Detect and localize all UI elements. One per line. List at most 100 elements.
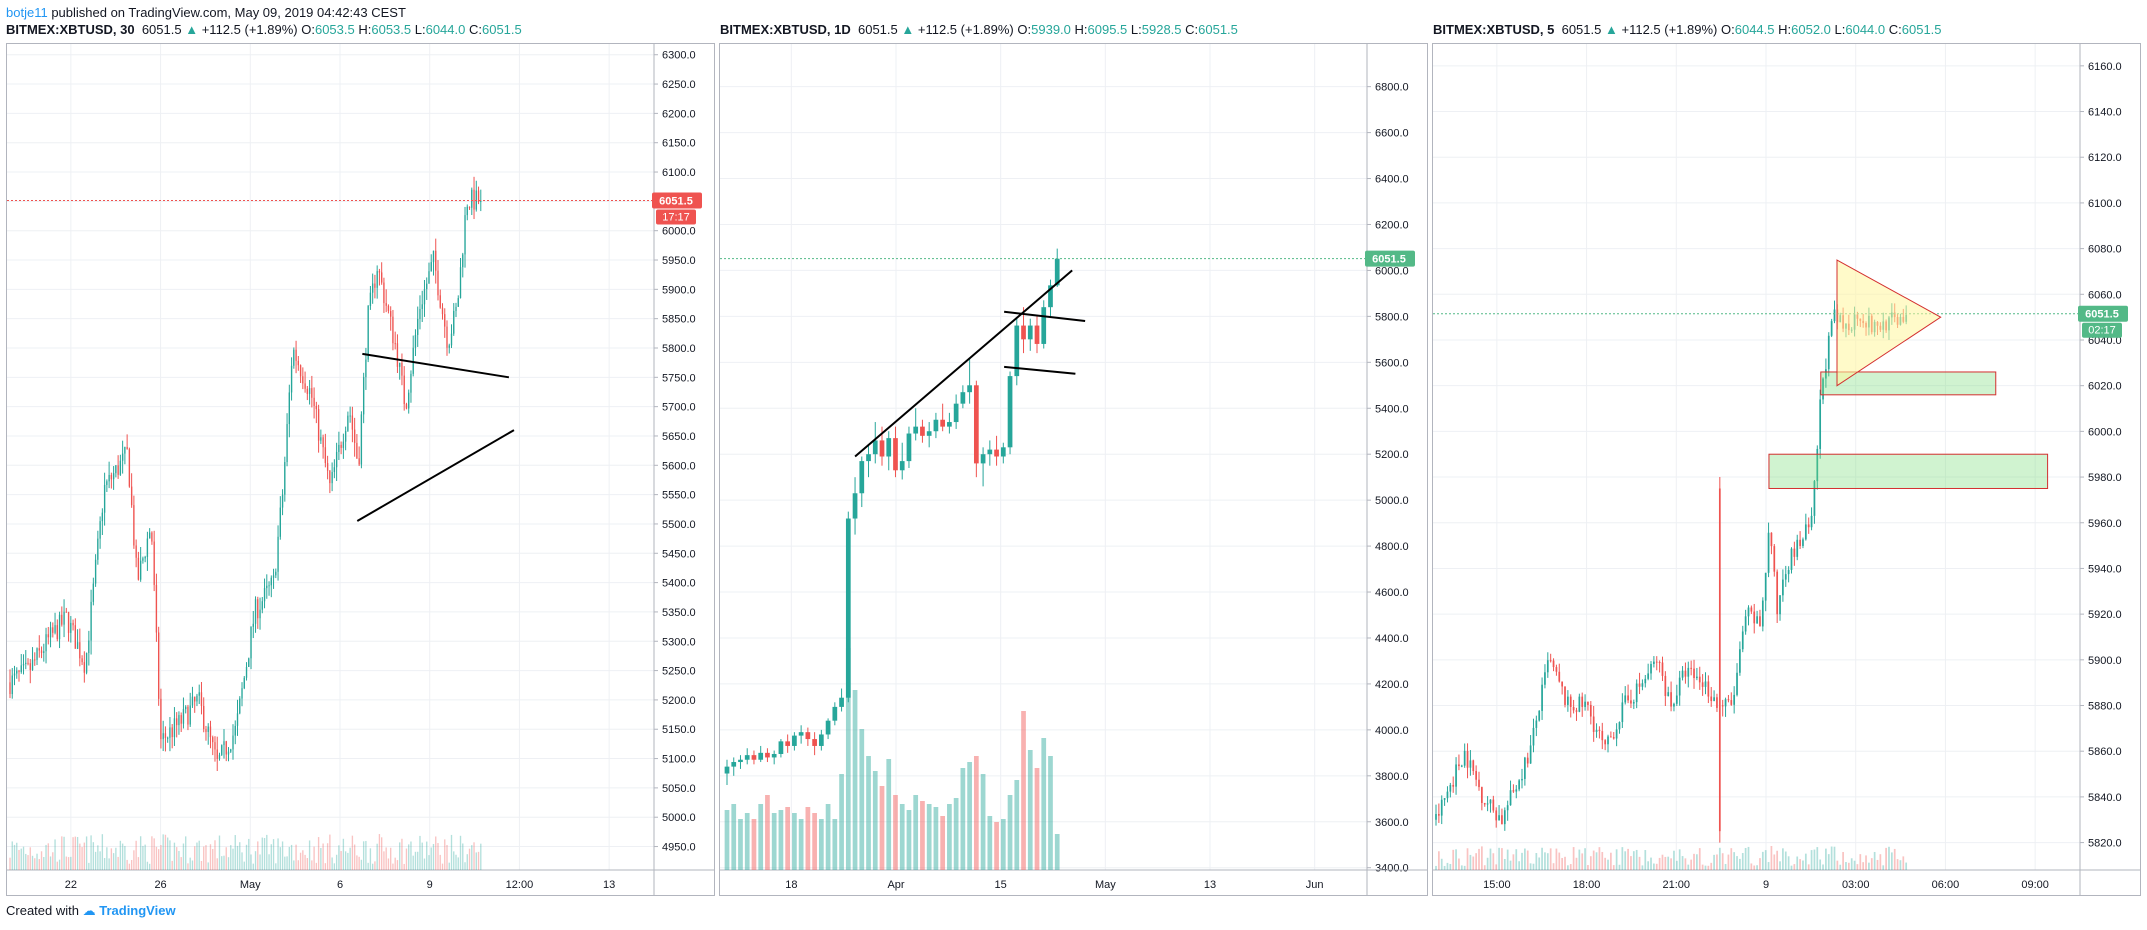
candle-body [191, 696, 194, 706]
volume-bar [119, 840, 122, 870]
chart-30m-svg[interactable]: 6300.06250.06200.06150.06100.06050.06000… [6, 43, 715, 896]
candle-body [115, 465, 117, 474]
candle-body [263, 588, 266, 602]
volume-bar [1873, 851, 1876, 870]
volume-bar [200, 860, 203, 870]
volume-bar [124, 845, 126, 870]
volume-bar [29, 847, 31, 870]
volume-bar [146, 861, 149, 870]
candle-body [1438, 814, 1440, 816]
volume-bar [203, 846, 205, 870]
y-tick-label: 6160.0 [2088, 61, 2122, 73]
interval-label[interactable]: 5 [1547, 22, 1555, 37]
candle-body [81, 658, 83, 663]
candle-body [56, 625, 58, 640]
chart-panel-30m[interactable]: 6300.06250.06200.06150.06100.06050.06000… [6, 43, 715, 896]
candle-body [457, 298, 459, 307]
x-tick-label: 6 [337, 879, 343, 891]
chart-1d-svg[interactable]: 6800.0 6600.0 6400.0 6200.0 6000.0 5800.0 5600… [719, 43, 1428, 896]
candle-body [426, 283, 428, 290]
symbol-label[interactable]: BITMEX:XBTUSD [720, 22, 827, 37]
candle-body [137, 557, 140, 580]
volume-bar [1784, 851, 1787, 870]
candle-body [920, 426, 925, 436]
candle-body [1696, 676, 1698, 679]
candle-body [818, 734, 824, 746]
volume-bar [1813, 849, 1816, 870]
x-tick-label: 09:00 [2021, 879, 2049, 891]
candle-body [313, 397, 315, 406]
author-link[interactable]: botje11 [6, 5, 48, 20]
volume-bar [421, 842, 423, 870]
volume-bar [45, 844, 47, 870]
volume-bar [288, 846, 290, 870]
chart-panel-1d[interactable]: 6800.0 6600.0 6400.0 6200.0 6000.0 5800.0 5600… [719, 43, 1428, 896]
candle-body [320, 437, 322, 441]
volume-bar [92, 842, 95, 870]
volume-bar [101, 834, 104, 870]
volume-bar [205, 845, 207, 870]
volume-bar [940, 816, 946, 870]
volume-bar [1000, 819, 1006, 870]
candle-body [61, 614, 63, 625]
candle-body [866, 454, 871, 462]
volume-bar [1756, 865, 1758, 870]
volume-bar [408, 844, 410, 870]
interval-label[interactable]: 30 [120, 22, 135, 37]
legend-chart-1: BITMEX:XBTUSD, 30 6051.5 ▲ +112.5 (+1.89… [6, 22, 522, 37]
volume-bar [1796, 856, 1799, 870]
candle-body [311, 388, 313, 398]
candle-body [1773, 546, 1776, 572]
candle-body [176, 718, 178, 726]
volume-bar [1804, 853, 1807, 870]
candle-body [362, 377, 365, 415]
volume-bar [1452, 849, 1455, 870]
candle-body [167, 737, 169, 739]
open-label: O: [1017, 22, 1032, 37]
candle-body [38, 648, 40, 651]
chart-panel-5m[interactable]: 6160.0 6140.0 6120.0 6100.0 6080.0 6060.0 6040… [1432, 43, 2141, 896]
volume-bar [1581, 853, 1584, 870]
volume-bar [1021, 711, 1026, 870]
x-tick-label: 06:00 [1932, 879, 1960, 891]
candle-body [1506, 805, 1509, 811]
volume-bar [1524, 848, 1526, 870]
volume-bar [1463, 865, 1466, 870]
volume-bar [164, 834, 167, 870]
candle-body [130, 486, 133, 506]
volume-bar [1896, 859, 1899, 870]
interval-label[interactable]: 1D [834, 22, 851, 37]
candle-body [450, 333, 453, 346]
volume-bar [419, 835, 421, 870]
candle-body [169, 727, 171, 738]
volume-bar [405, 848, 408, 870]
symbol-label[interactable]: BITMEX:XBTUSD [6, 22, 113, 37]
volume-bar [85, 836, 88, 870]
trendline [854, 269, 1073, 458]
volume-bar [1449, 863, 1452, 870]
candle-body [1592, 716, 1595, 732]
candle-body [52, 627, 54, 633]
chart-frame [1432, 43, 2141, 896]
volume-bar [477, 851, 480, 870]
volume-bar [18, 849, 20, 870]
symbol-label[interactable]: BITMEX:XBTUSD [1433, 22, 1540, 37]
candle-body [76, 642, 79, 649]
candle-body [205, 729, 207, 732]
candle-body [185, 706, 187, 710]
candle-body [1555, 667, 1558, 672]
chart-5m-svg[interactable]: 6160.0 6140.0 6120.0 6100.0 6080.0 6060.0 6040… [1432, 43, 2141, 896]
change-value: +112.5 (+1.89%) [201, 22, 298, 37]
volume-bar [1478, 848, 1480, 870]
tradingview-brand[interactable]: TradingView [99, 903, 176, 918]
volume-bar [1054, 834, 1060, 870]
volume-bar [1007, 795, 1013, 870]
volume-bar [1027, 750, 1033, 870]
candle-body [1730, 700, 1733, 705]
candle-body [387, 305, 390, 312]
open-value: 6053.5 [314, 22, 355, 37]
y-tick-label: 5920.0 [2088, 609, 2122, 621]
candle-body [97, 538, 99, 560]
candle-body [1813, 481, 1816, 516]
y-tick-label: 5550.0 [662, 490, 696, 502]
